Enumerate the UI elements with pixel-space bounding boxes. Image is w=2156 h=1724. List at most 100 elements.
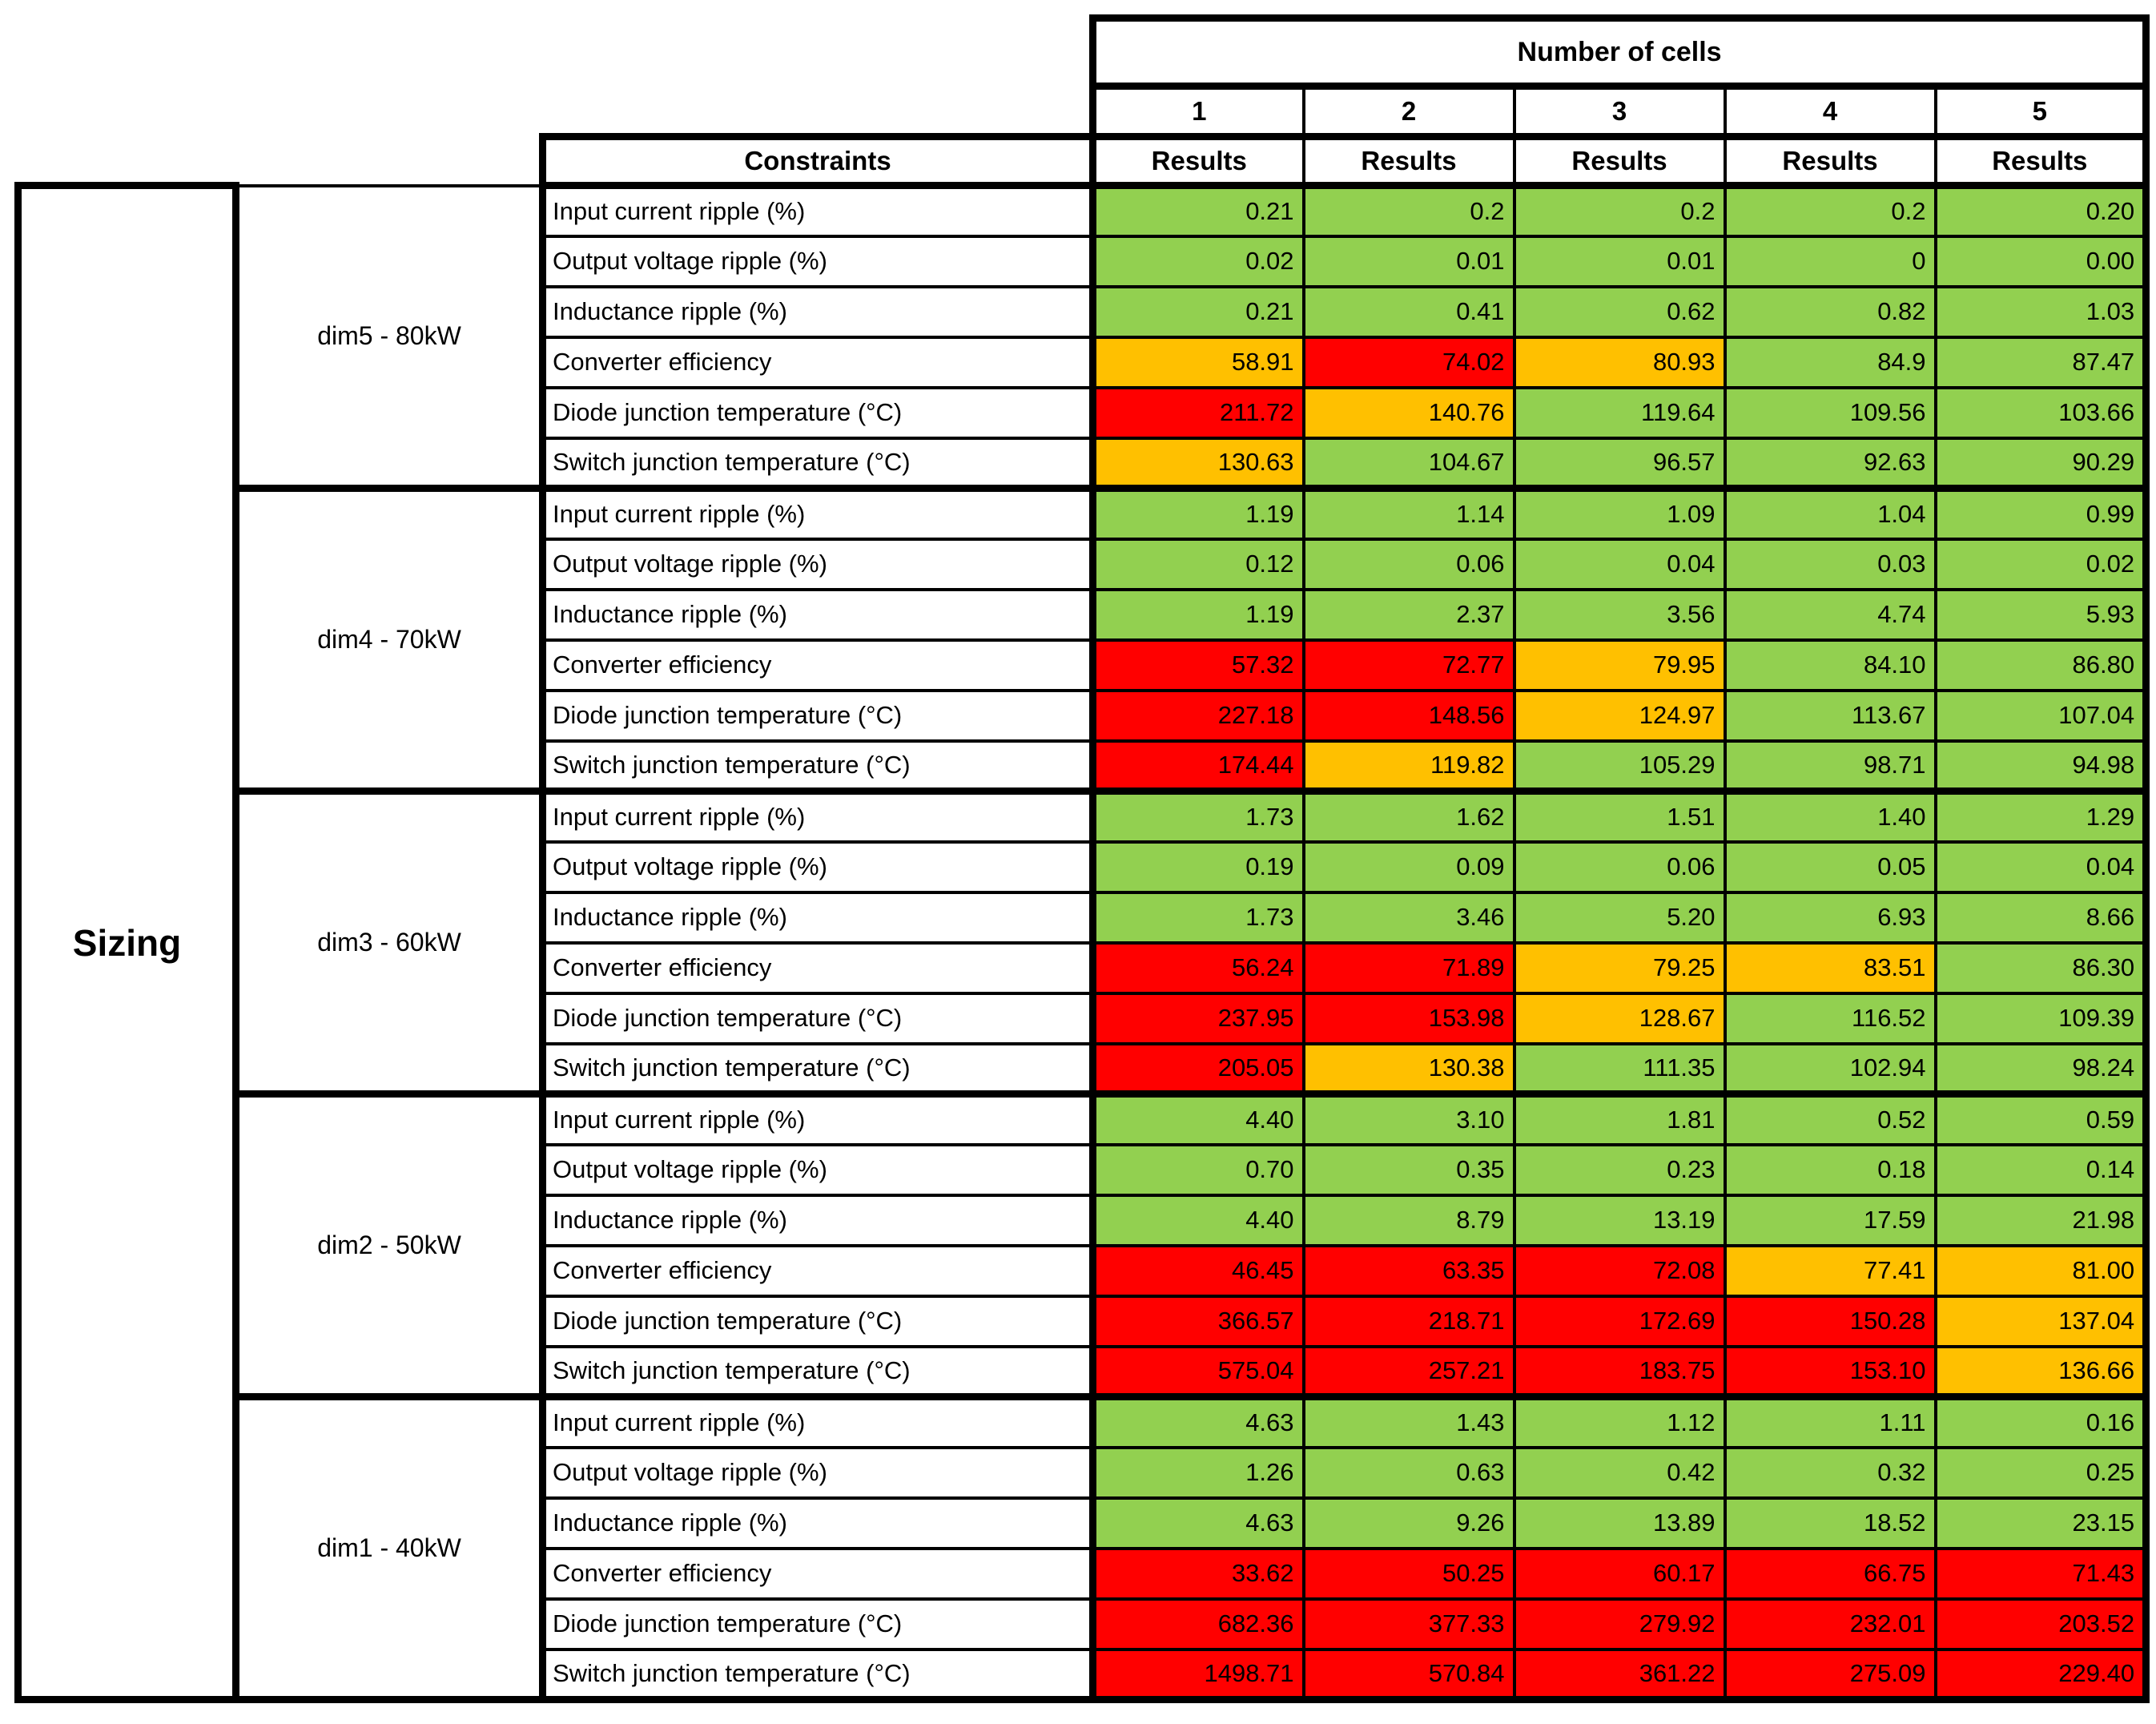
table-row: Diode junction temperature (°C) 211.72 140…	[18, 385, 2150, 440]
constraint-label: Switch junction temperature (°C)	[538, 436, 1097, 490]
result-cell: 1.73	[1091, 890, 1305, 945]
result-cell: 46.45	[1091, 1243, 1305, 1298]
constraint-label: Inductance ripple (%)	[538, 1193, 1097, 1247]
result-cell: 0.99	[1933, 485, 2150, 541]
result-cell: 87.47	[1933, 335, 2150, 389]
result-cell: 86.30	[1933, 941, 2150, 995]
result-cell: 81.00	[1933, 1243, 2150, 1298]
table-row: Output voltage ripple (%) 0.12 0.06 0.04 0.0…	[18, 537, 2150, 591]
result-cell: 3.56	[1512, 587, 1727, 642]
result-cell: 8.66	[1933, 890, 2150, 945]
table-row: Switch junction temperature (°C) 575.04 25…	[18, 1344, 2150, 1399]
result-cell: 0.02	[1091, 234, 1305, 288]
result-cell: 63.35	[1301, 1243, 1516, 1298]
result-cell: 4.40	[1091, 1090, 1305, 1146]
constraint-label: Output voltage ripple (%)	[538, 234, 1097, 288]
result-cell: 2.37	[1301, 587, 1516, 642]
result-cell: 153.10	[1723, 1344, 1937, 1399]
result-cell: 211.72	[1091, 385, 1305, 440]
cell-count-header-5: 5	[1933, 83, 2150, 140]
header-row-number-of-cells: Number of cells	[18, 14, 2150, 90]
result-cell: 1.19	[1091, 587, 1305, 642]
table-row: Diode junction temperature (°C) 227.18 148…	[18, 688, 2150, 743]
constraint-label: Input current ripple (%)	[538, 787, 1097, 844]
results-header-3: Results	[1512, 135, 1727, 189]
result-cell: 0.2	[1301, 183, 1516, 238]
result-cell: 72.77	[1301, 638, 1516, 692]
constraint-label: Converter efficiency	[538, 1546, 1097, 1601]
constraint-label: Input current ripple (%)	[538, 1393, 1097, 1449]
result-cell: 0.2	[1723, 183, 1937, 238]
constraint-label: Diode junction temperature (°C)	[538, 1294, 1097, 1348]
result-cell: 227.18	[1091, 688, 1305, 743]
result-cell: 84.9	[1723, 335, 1937, 389]
result-cell: 0.03	[1723, 537, 1937, 591]
result-cell: 0.63	[1301, 1445, 1516, 1500]
result-cell: 4.74	[1723, 587, 1937, 642]
result-cell: 9.26	[1301, 1496, 1516, 1550]
result-cell: 21.98	[1933, 1193, 2150, 1247]
result-cell: 79.25	[1512, 941, 1727, 995]
dim-group-label: dim2 - 50kW	[232, 1090, 546, 1399]
result-cell: 4.40	[1091, 1193, 1305, 1247]
result-cell: 13.89	[1512, 1496, 1727, 1550]
constraint-label: Input current ripple (%)	[538, 183, 1097, 238]
result-cell: 0.18	[1723, 1142, 1937, 1197]
result-cell: 5.20	[1512, 890, 1727, 945]
result-cell: 575.04	[1091, 1344, 1305, 1399]
result-cell: 66.75	[1723, 1546, 1937, 1601]
result-cell: 0.62	[1512, 284, 1727, 339]
result-cell: 0.09	[1301, 840, 1516, 894]
table-row: Output voltage ripple (%) 1.26 0.63 0.42 0.3…	[18, 1445, 2150, 1500]
table-row: Inductance ripple (%) 0.21 0.41 0.62 0.82 1.0…	[18, 284, 2150, 339]
result-cell: 237.95	[1091, 991, 1305, 1045]
result-cell: 50.25	[1301, 1546, 1516, 1601]
result-cell: 0.12	[1091, 537, 1305, 591]
header-row-results: Constraints Results Results Results Resu…	[18, 133, 2150, 189]
result-cell: 183.75	[1512, 1344, 1727, 1399]
result-cell: 0.2	[1512, 183, 1727, 238]
result-cell: 103.66	[1933, 385, 2150, 440]
result-cell: 0.16	[1933, 1393, 2150, 1449]
result-cell: 80.93	[1512, 335, 1727, 389]
result-cell: 57.32	[1091, 638, 1305, 692]
cell-count-header-1: 1	[1089, 83, 1305, 140]
constraint-label: Inductance ripple (%)	[538, 587, 1097, 642]
result-cell: 71.43	[1933, 1546, 2150, 1601]
constraint-label: Switch junction temperature (°C)	[538, 1041, 1097, 1096]
constraint-label: Switch junction temperature (°C)	[538, 739, 1097, 793]
result-cell: 60.17	[1512, 1546, 1727, 1601]
table-row: Converter efficiency 57.32 72.77 79.95 84.10…	[18, 638, 2150, 692]
result-cell: 105.29	[1512, 739, 1727, 793]
result-cell: 153.98	[1301, 991, 1516, 1045]
table-row: Switch junction temperature (°C) 130.63 10…	[18, 436, 2150, 490]
result-cell: 77.41	[1723, 1243, 1937, 1298]
table-row: Converter efficiency 46.45 63.35 72.08 77.41…	[18, 1243, 2150, 1298]
result-cell: 74.02	[1301, 335, 1516, 389]
result-cell: 0.01	[1301, 234, 1516, 288]
result-cell: 1.11	[1723, 1393, 1937, 1449]
constraint-label: Converter efficiency	[538, 941, 1097, 995]
result-cell: 8.79	[1301, 1193, 1516, 1247]
result-cell: 98.24	[1933, 1041, 2150, 1096]
result-cell: 0.23	[1512, 1142, 1727, 1197]
result-cell: 1.03	[1933, 284, 2150, 339]
result-cell: 96.57	[1512, 436, 1727, 490]
result-cell: 130.63	[1091, 436, 1305, 490]
result-cell: 13.19	[1512, 1193, 1727, 1247]
result-cell: 279.92	[1512, 1597, 1727, 1651]
result-cell: 1.43	[1301, 1393, 1516, 1449]
result-cell: 58.91	[1091, 335, 1305, 389]
result-cell: 107.04	[1933, 688, 2150, 743]
table-row: Inductance ripple (%) 1.19 2.37 3.56 4.74 5.9…	[18, 587, 2150, 642]
blank-corner	[18, 86, 1093, 137]
result-cell: 205.05	[1091, 1041, 1305, 1096]
result-cell: 94.98	[1933, 739, 2150, 793]
constraint-label: Output voltage ripple (%)	[538, 537, 1097, 591]
table-row: Diode junction temperature (°C) 237.95 153…	[18, 991, 2150, 1045]
table-row: Diode junction temperature (°C) 366.57 218…	[18, 1294, 2150, 1348]
result-cell: 140.76	[1301, 385, 1516, 440]
table-row: Diode junction temperature (°C) 682.36 377…	[18, 1597, 2150, 1651]
result-cell: 0.41	[1301, 284, 1516, 339]
result-cell: 56.24	[1091, 941, 1305, 995]
